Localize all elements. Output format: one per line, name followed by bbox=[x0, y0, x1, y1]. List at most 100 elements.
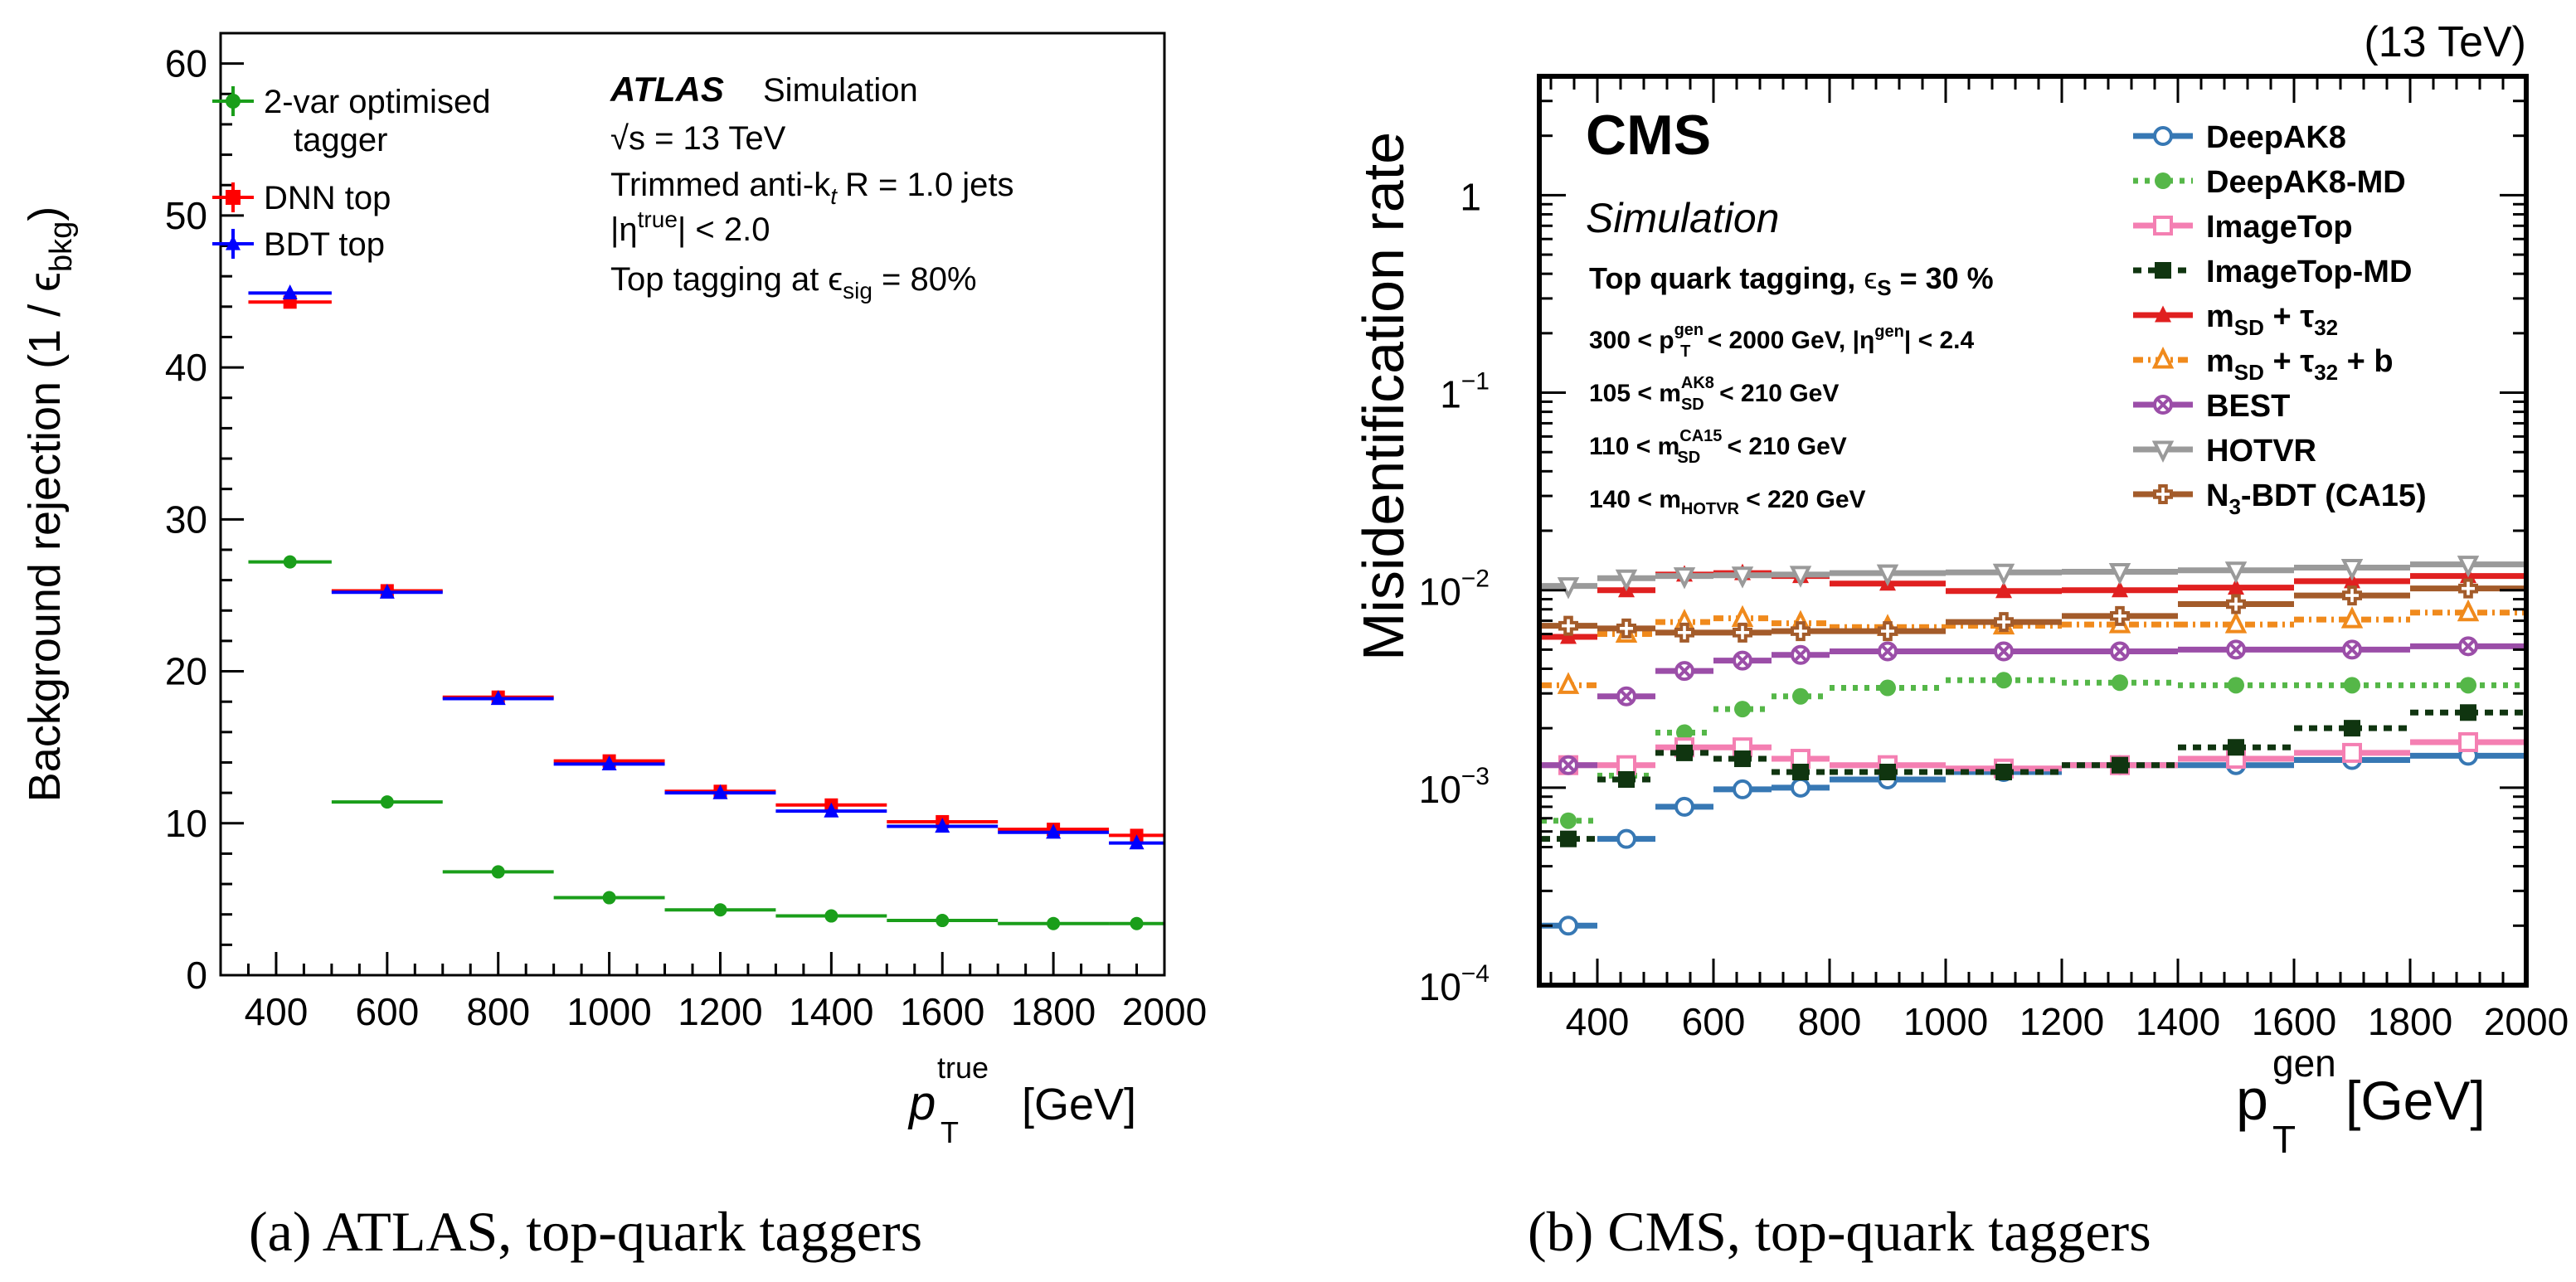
cms-point bbox=[1674, 661, 1694, 682]
cms-point bbox=[1616, 618, 1636, 639]
atlas-logo-text: ATLAS bbox=[610, 70, 724, 109]
cms-point bbox=[1673, 567, 1696, 590]
cms-series-9 bbox=[1542, 578, 2524, 643]
cms-point bbox=[2457, 556, 2480, 578]
cms-point bbox=[1558, 615, 1578, 636]
legend-label-bdt: BDT top bbox=[264, 226, 385, 263]
cms-point bbox=[2110, 605, 2130, 626]
atlas-annotations: ATLAS Simulation √s = 13 TeV Trimmed ant… bbox=[610, 70, 1013, 304]
atlas-point bbox=[602, 891, 616, 905]
cms-legend: DeepAK8 DeepAK8-MD ImageTop ImageTop-MD mSD … bbox=[2133, 120, 2427, 519]
cms-logo-text: CMS bbox=[1586, 104, 1711, 167]
cms-point bbox=[2112, 756, 2128, 774]
cms-point bbox=[1734, 750, 1751, 768]
atlas-point bbox=[1046, 823, 1062, 839]
atlas-x-tick-label: 1200 bbox=[678, 990, 762, 1033]
cms-point bbox=[1733, 622, 1752, 643]
cms-point bbox=[1792, 763, 1809, 780]
cms-legend-symbol bbox=[2155, 172, 2171, 189]
cms-legend-label: ImageTop bbox=[2206, 210, 2353, 245]
atlas-x-tick-label: 800 bbox=[466, 990, 530, 1033]
atlas-y-tick-label: 40 bbox=[165, 346, 207, 389]
cms-point bbox=[1995, 672, 2012, 689]
atlas-y-tick-label: 20 bbox=[165, 650, 207, 693]
cms-legend-entry: DeepAK8-MD bbox=[2133, 165, 2406, 200]
cms-series-7 bbox=[1542, 636, 2524, 775]
cms-point bbox=[1791, 621, 1810, 642]
cms-legend-label: HOTVR bbox=[2206, 434, 2316, 469]
cms-point bbox=[1676, 744, 1693, 761]
svg-text:p: p bbox=[907, 1076, 936, 1130]
cms-legend-entry: N3-BDT (CA15) bbox=[2133, 478, 2427, 519]
cms-point bbox=[1676, 724, 1693, 741]
cms-point bbox=[1731, 566, 1754, 589]
cms-point bbox=[1792, 687, 1809, 705]
cms-point bbox=[1560, 830, 1577, 847]
cms-point bbox=[1994, 612, 2014, 633]
atlas-legend-marker bbox=[212, 229, 254, 259]
cms-point bbox=[1789, 566, 1812, 588]
cms-point bbox=[2344, 720, 2360, 737]
cms-point bbox=[1878, 621, 1898, 642]
cms-point bbox=[2458, 578, 2478, 599]
cms-x-tick-label: 600 bbox=[1682, 1000, 1746, 1043]
cms-x-tick-label: 800 bbox=[1798, 1000, 1862, 1043]
atlas-series-dnn-top bbox=[248, 295, 1164, 843]
atlas-x-tick-label: 1000 bbox=[566, 990, 651, 1033]
cms-point bbox=[1878, 641, 1898, 662]
atlas-simulation-label: Simulation bbox=[763, 72, 918, 109]
cms-legend-label: mSD + τ32 bbox=[2206, 299, 2338, 340]
atlas-point bbox=[379, 583, 395, 599]
cms-y-tick-label: 10−4 bbox=[1419, 960, 1490, 1008]
cms-point bbox=[2108, 562, 2131, 585]
cms-point bbox=[1992, 563, 2015, 586]
cms-point bbox=[1791, 644, 1810, 665]
cms-point bbox=[1734, 701, 1751, 718]
cms-point bbox=[1558, 755, 1578, 775]
cms-point bbox=[1994, 641, 2014, 662]
cms-point bbox=[2226, 594, 2246, 614]
cms-y-tick-label: 1 bbox=[1460, 175, 1481, 218]
cms-point bbox=[2344, 677, 2360, 694]
atlas-x-axis-label: p true T [GeV] bbox=[907, 1051, 1136, 1149]
cms-x-tick-label: 1200 bbox=[2019, 1000, 2104, 1043]
cms-x-tick-label: 1600 bbox=[2252, 1000, 2336, 1043]
cms-legend-entry: ImageTop bbox=[2133, 210, 2353, 245]
cms-point bbox=[2340, 606, 2364, 629]
cms-annotation-ca15: 110 < mCA15 SD < 210 GeV bbox=[1589, 427, 1847, 467]
atlas-y-axis-label: Background rejection (1 / ϵbkg) bbox=[20, 206, 79, 802]
cms-legend-symbol bbox=[2153, 216, 2173, 236]
atlas-point bbox=[936, 914, 950, 928]
cms-point bbox=[2460, 677, 2476, 694]
cms-x-tick-label: 1800 bbox=[2368, 1000, 2452, 1043]
cms-series-6 bbox=[1542, 599, 2524, 694]
cms-point bbox=[2457, 599, 2480, 622]
atlas-y-tick-label: 50 bbox=[165, 194, 207, 237]
atlas-point bbox=[283, 555, 297, 569]
cms-y-axis-label: Misidentification rate bbox=[1351, 132, 1416, 661]
atlas-x-tick-label: 400 bbox=[245, 990, 309, 1033]
cms-energy-label: (13 TeV) bbox=[2364, 18, 2526, 66]
atlas-point bbox=[824, 802, 839, 818]
cms-point bbox=[1876, 564, 1899, 587]
atlas-x-tick-label: 1800 bbox=[1011, 990, 1096, 1033]
caption-b: (b) CMS, top-quark taggers bbox=[1528, 1200, 2151, 1263]
cms-series-1 bbox=[1542, 745, 2524, 936]
svg-text:[GeV]: [GeV] bbox=[1022, 1080, 1136, 1129]
cms-x-tick-label: 1000 bbox=[1903, 1000, 1988, 1043]
atlas-legend-symbol bbox=[226, 235, 241, 250]
cms-legend-symbol bbox=[2153, 484, 2173, 504]
atlas-y-tick-label: 30 bbox=[165, 498, 207, 541]
atlas-point bbox=[1047, 916, 1061, 930]
atlas-legend: 2-var optimised tagger DNN top BDT top bbox=[212, 84, 490, 263]
cms-legend-entry: HOTVR bbox=[2133, 434, 2316, 469]
cms-x-tick-label: 2000 bbox=[2484, 1000, 2569, 1043]
svg-text:true: true bbox=[937, 1051, 989, 1085]
cms-legend-label: mSD + τ32 + b bbox=[2206, 344, 2394, 385]
cms-legend-symbol bbox=[2153, 126, 2173, 146]
atlas-y-tick-label: 0 bbox=[186, 954, 207, 997]
cms-legend-symbol bbox=[2153, 395, 2173, 415]
cms-point bbox=[1557, 672, 1580, 694]
svg-text:[GeV]: [GeV] bbox=[2345, 1070, 2486, 1131]
cms-legend-entry: DeepAK8 bbox=[2133, 120, 2346, 155]
